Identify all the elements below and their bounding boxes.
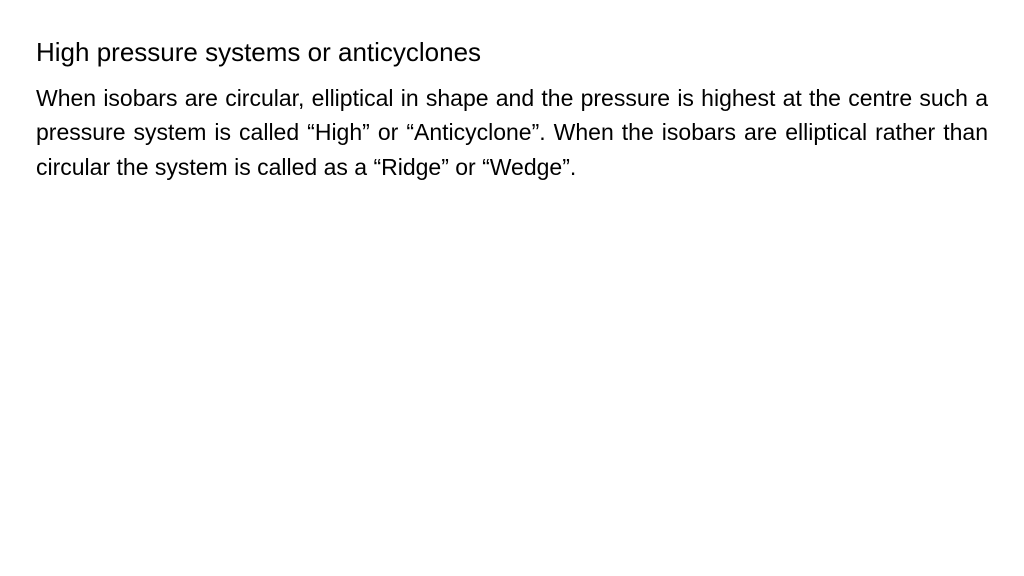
section-heading: High pressure systems or anticyclones bbox=[36, 36, 988, 69]
document-page: High pressure systems or anticyclones Wh… bbox=[0, 0, 1024, 184]
body-paragraph: When isobars are circular, elliptical in… bbox=[36, 81, 988, 185]
